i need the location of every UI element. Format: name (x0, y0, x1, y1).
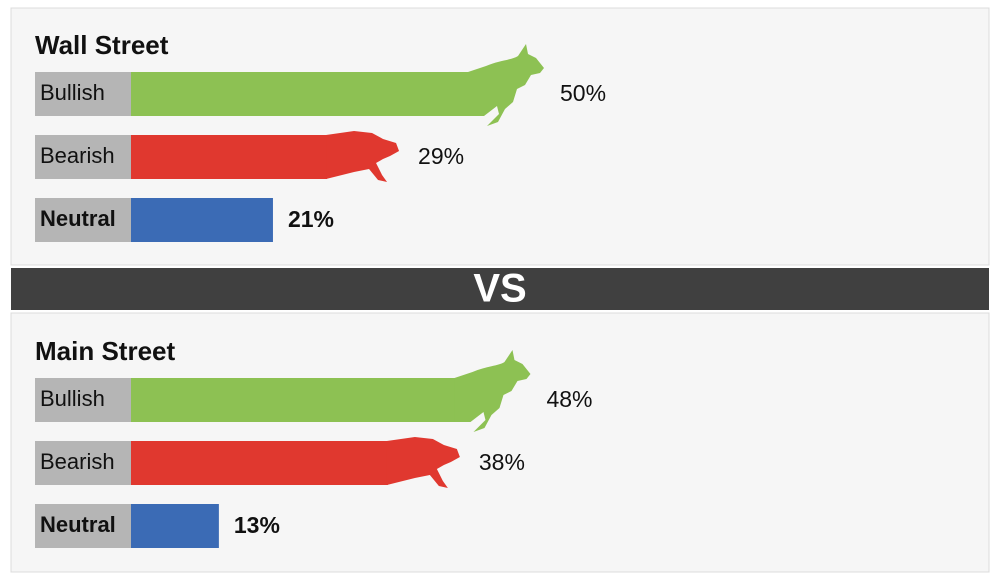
value-label: 48% (546, 386, 592, 412)
bar (131, 441, 388, 485)
label-box (35, 378, 131, 422)
category-label: Bearish (40, 449, 115, 474)
bar (131, 504, 219, 548)
bear-icon (326, 131, 400, 182)
label-box (35, 135, 131, 179)
value-label: 21% (288, 206, 334, 232)
bull-icon (454, 350, 531, 432)
category-label: Bullish (40, 80, 105, 105)
bear-icon (386, 437, 460, 488)
label-box (35, 504, 131, 548)
value-label: 38% (479, 449, 525, 475)
category-label: Bullish (40, 386, 105, 411)
bull-icon (468, 44, 544, 126)
vs-band (11, 268, 989, 310)
label-box (35, 72, 131, 116)
value-label: 50% (560, 80, 606, 106)
bar (131, 135, 328, 179)
category-label: Neutral (40, 512, 116, 537)
chart-title: Wall Street (35, 30, 169, 60)
chart-title: Main Street (35, 336, 175, 366)
value-label: 13% (234, 512, 280, 538)
bar (131, 72, 469, 116)
category-label: Bearish (40, 143, 115, 168)
value-label: 29% (418, 143, 464, 169)
bar (131, 198, 273, 242)
label-box (35, 198, 131, 242)
bar (131, 378, 456, 422)
vs-label: VS (473, 267, 526, 311)
label-box (35, 441, 131, 485)
category-label: Neutral (40, 206, 116, 231)
